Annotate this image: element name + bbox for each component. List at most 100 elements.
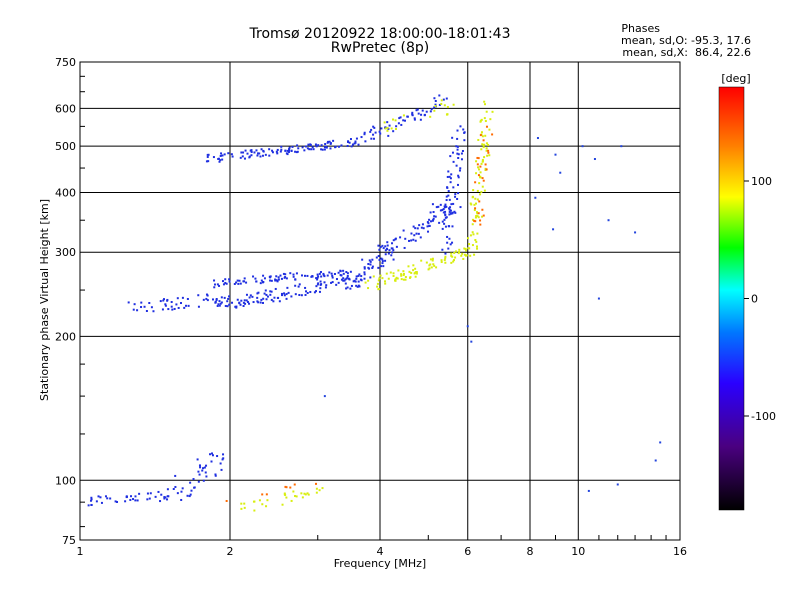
data-point [441,208,444,211]
data-point [243,299,246,302]
data-point [485,125,488,128]
data-point [483,189,486,192]
plot-frame [79,61,681,541]
data-point [219,159,222,162]
data-point [412,238,415,241]
data-point [481,208,484,211]
data-point [216,283,219,286]
data-point [218,160,221,163]
data-point [403,246,406,249]
data-point [483,100,486,103]
data-point [259,155,262,158]
data-point [221,154,224,157]
data-point [432,263,435,266]
data-point [402,272,405,275]
data-point [342,269,345,272]
data-point [249,294,252,297]
legend-line-x: mean, sd,X: 86.4, 22.6 [622,46,751,59]
data-point [268,154,271,157]
data-point [536,137,539,140]
data-point [413,118,416,121]
data-point [421,223,424,226]
data-point [380,127,383,130]
data-point [316,283,319,286]
data-point [290,499,293,502]
data-point [354,141,357,144]
data-point [329,147,332,150]
data-point [210,460,213,463]
data-point [276,152,279,155]
data-point [473,253,476,256]
data-point [87,504,90,507]
data-point [444,203,447,206]
data-point [382,265,385,268]
data-point [223,153,226,156]
data-point [252,275,255,278]
data-point [220,301,223,304]
colorbar-label: [deg] [721,72,750,85]
data-point [260,148,263,151]
data-point [440,259,443,262]
data-point [330,281,333,284]
data-point [306,492,309,495]
data-point [371,265,374,268]
data-point [396,277,399,280]
data-point [475,240,478,243]
data-point [273,296,276,299]
data-point [355,275,358,278]
data-point [292,275,295,278]
data-point [459,167,462,170]
data-point [319,287,322,290]
data-point [90,498,93,501]
y-tick-label: 100 [55,474,76,487]
data-point [280,148,283,151]
data-point [205,464,208,467]
data-point [294,150,297,153]
data-point [322,274,325,277]
data-point [456,183,459,186]
data-point [420,226,423,229]
data-point [320,148,323,151]
data-point [552,228,555,231]
data-point [455,250,458,253]
data-point [345,287,348,290]
data-point [374,131,377,134]
data-point [202,467,205,470]
data-point [451,151,454,154]
data-point [447,225,450,228]
data-point [481,143,484,146]
data-point [377,266,380,269]
data-point [414,239,417,242]
data-point [442,208,445,211]
data-point [449,212,452,215]
data-point [476,245,479,248]
data-point [176,492,179,495]
data-point [479,165,482,168]
data-point [387,277,390,280]
data-point [346,144,349,147]
data-point [454,193,457,196]
data-point [307,493,310,496]
data-point [217,303,220,306]
data-point [475,160,478,163]
data-point [534,196,537,199]
data-point [384,259,387,262]
data-point [438,94,441,97]
data-point [449,209,452,212]
data-point [213,286,216,289]
data-point [220,468,223,471]
data-point [402,270,405,273]
data-point [439,209,442,212]
data-point [215,299,218,302]
data-point [463,253,466,256]
data-point [382,247,385,250]
data-point [438,221,441,224]
data-point [482,214,485,217]
data-point [325,146,328,149]
data-point [485,142,488,145]
data-point [201,469,204,472]
data-point [316,278,319,281]
data-point [454,211,457,214]
data-point [294,293,297,296]
data-point [270,290,273,293]
